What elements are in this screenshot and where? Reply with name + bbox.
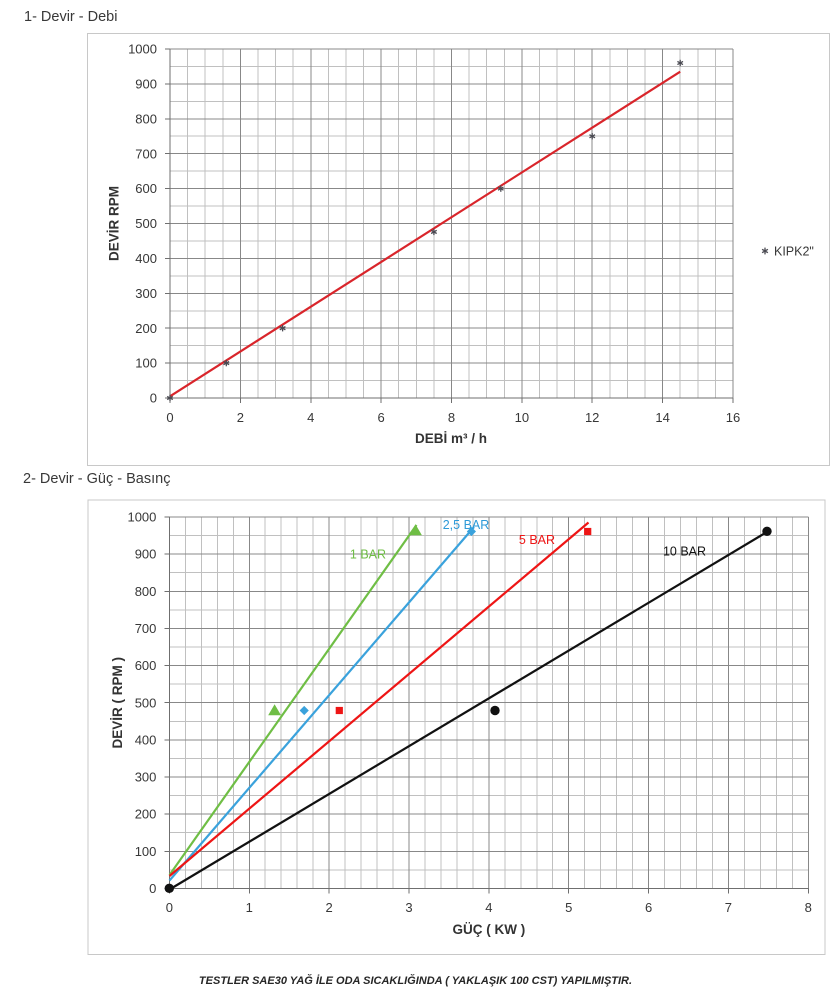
- svg-text:4: 4: [307, 410, 314, 425]
- svg-text:DEVİR ( RPM ): DEVİR ( RPM ): [110, 657, 125, 749]
- svg-text:600: 600: [135, 181, 157, 196]
- svg-text:DEVİR RPM: DEVİR RPM: [107, 186, 122, 261]
- svg-text:5: 5: [565, 900, 572, 915]
- svg-text:0: 0: [150, 391, 157, 406]
- svg-text:2: 2: [325, 900, 332, 915]
- svg-text:12: 12: [585, 410, 599, 425]
- svg-text:7: 7: [725, 900, 732, 915]
- svg-text:5 BAR: 5 BAR: [519, 533, 555, 547]
- svg-text:700: 700: [135, 621, 157, 636]
- svg-text:8: 8: [448, 410, 455, 425]
- svg-text:400: 400: [135, 732, 157, 747]
- svg-text:1000: 1000: [128, 42, 157, 57]
- svg-text:6: 6: [377, 410, 384, 425]
- svg-text:500: 500: [135, 695, 157, 710]
- svg-text:10: 10: [515, 410, 529, 425]
- svg-text:300: 300: [135, 770, 157, 785]
- svg-text:14: 14: [655, 410, 669, 425]
- svg-text:200: 200: [135, 321, 157, 336]
- svg-text:0: 0: [166, 410, 173, 425]
- svg-text:16: 16: [726, 410, 740, 425]
- svg-text:100: 100: [135, 356, 157, 371]
- svg-text:3: 3: [405, 900, 412, 915]
- svg-text:500: 500: [135, 216, 157, 231]
- svg-text:8: 8: [805, 900, 812, 915]
- svg-text:DEBİ m³ / h: DEBİ m³ / h: [415, 431, 487, 446]
- svg-text:1 BAR: 1 BAR: [350, 548, 386, 562]
- svg-text:2,5 BAR: 2,5 BAR: [443, 518, 490, 532]
- svg-text:400: 400: [135, 251, 157, 266]
- svg-text:200: 200: [135, 807, 157, 822]
- svg-text:100: 100: [135, 844, 157, 859]
- svg-text:800: 800: [135, 584, 157, 599]
- svg-text:10 BAR: 10 BAR: [663, 545, 706, 559]
- svg-text:GÜÇ ( KW ): GÜÇ ( KW ): [453, 922, 526, 937]
- svg-text:900: 900: [135, 547, 157, 562]
- svg-text:900: 900: [135, 77, 157, 92]
- svg-text:300: 300: [135, 286, 157, 301]
- svg-text:800: 800: [135, 111, 157, 126]
- svg-text:KIPK2": KIPK2": [774, 245, 814, 259]
- svg-text:2: 2: [237, 410, 244, 425]
- svg-text:6: 6: [645, 900, 652, 915]
- svg-text:0: 0: [149, 881, 156, 896]
- svg-text:600: 600: [135, 658, 157, 673]
- svg-text:1000: 1000: [127, 510, 156, 525]
- svg-text:700: 700: [135, 146, 157, 161]
- svg-text:4: 4: [485, 900, 492, 915]
- svg-text:0: 0: [166, 900, 173, 915]
- svg-text:1: 1: [246, 900, 253, 915]
